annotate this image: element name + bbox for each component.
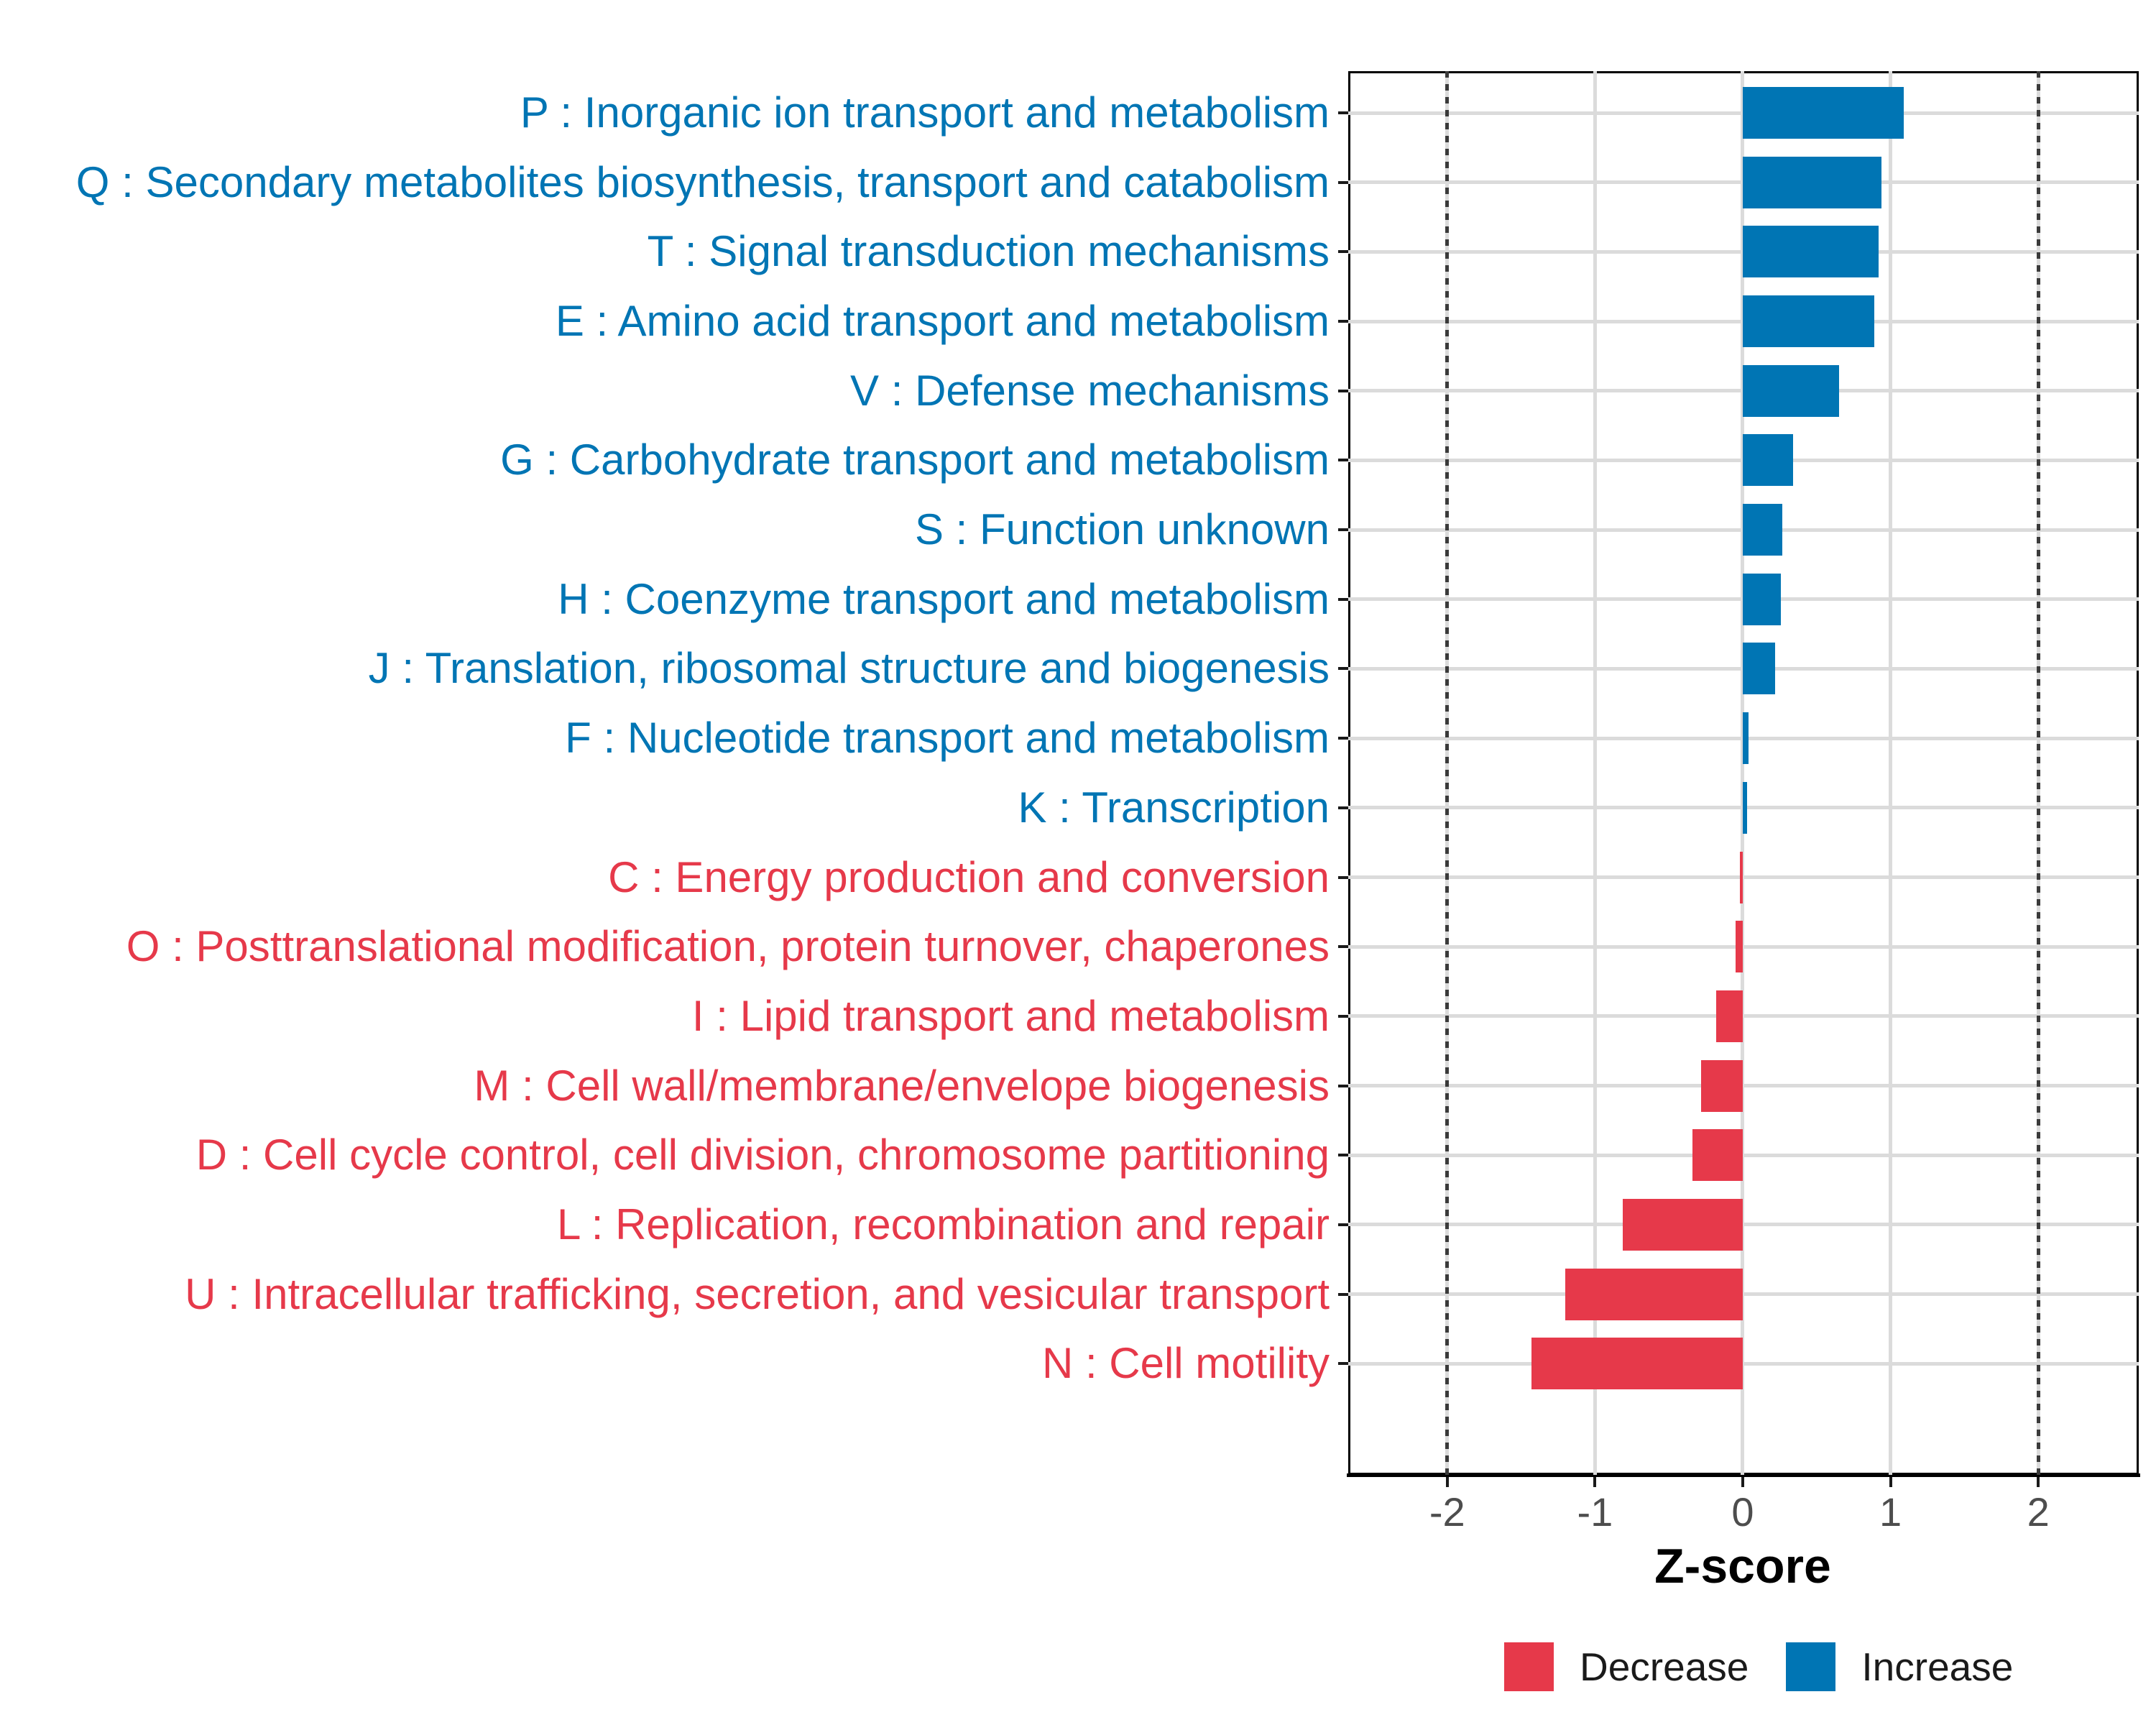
gridline-vertical [1889, 71, 1893, 1475]
category-label-Q: Q : Secondary metabolites biosynthesis, … [75, 157, 1330, 206]
y-tick-L [1338, 1223, 1348, 1226]
category-label-H: H : Coenzyme transport and metabolism [558, 574, 1330, 623]
y-tick-F [1338, 737, 1348, 740]
category-label-C: C : Energy production and conversion [608, 852, 1330, 901]
gridline-vertical [1593, 71, 1597, 1475]
bar-O [1735, 921, 1743, 973]
category-label-P: P : Inorganic ion transport and metaboli… [520, 88, 1330, 137]
category-label-S: S : Function unknown [914, 505, 1330, 554]
category-label-V: V : Defense mechanisms [850, 366, 1330, 415]
x-tick-label-2: 2 [2027, 1489, 2050, 1535]
y-tick-U [1338, 1292, 1348, 1296]
y-tick-E [1338, 320, 1348, 323]
bar-T [1742, 226, 1879, 278]
x-axis-line [1347, 1473, 2140, 1477]
y-tick-Q [1338, 180, 1348, 184]
bar-V [1742, 364, 1839, 417]
x-tick-label--1: -1 [1577, 1489, 1613, 1535]
y-tick-P [1338, 111, 1348, 114]
x-tick--2 [1445, 1477, 1449, 1487]
legend-label-decrease: Decrease [1580, 1644, 1749, 1689]
category-label-F: F : Nucleotide transport and metabolism [565, 714, 1330, 763]
category-label-U: U : Intracellular trafficking, secretion… [185, 1269, 1330, 1318]
x-axis-title: Z-score [1654, 1539, 1831, 1593]
bar-H [1742, 573, 1782, 625]
category-label-E: E : Amino acid transport and metabolism [555, 297, 1330, 346]
x-tick-2 [2037, 1477, 2040, 1487]
y-tick-M [1338, 1084, 1348, 1087]
category-label-O: O : Posttranslational modification, prot… [126, 922, 1330, 971]
bar-F [1742, 712, 1749, 765]
category-label-D: D : Cell cycle control, cell division, c… [195, 1131, 1330, 1179]
bar-N [1531, 1338, 1743, 1390]
y-tick-V [1338, 389, 1348, 392]
x-tick-label--2: -2 [1429, 1489, 1465, 1535]
gridline-vertical [1741, 71, 1745, 1475]
y-tick-D [1338, 1154, 1348, 1157]
y-tick-H [1338, 597, 1348, 601]
y-tick-T [1338, 250, 1348, 254]
bar-Q [1742, 156, 1882, 208]
bar-I [1715, 990, 1743, 1042]
bar-M [1701, 1059, 1743, 1112]
y-tick-N [1338, 1362, 1348, 1366]
bar-D [1692, 1129, 1743, 1182]
bar-C [1739, 851, 1743, 903]
bar-P [1742, 87, 1904, 139]
category-label-L: L : Replication, recombination and repai… [556, 1200, 1330, 1248]
category-label-K: K : Transcription [1018, 783, 1330, 832]
category-label-G: G : Carbohydrate transport and metabolis… [500, 436, 1330, 484]
x-tick-1 [1889, 1477, 1892, 1487]
bar-E [1742, 295, 1874, 348]
category-label-J: J : Translation, ribosomal structure and… [368, 644, 1330, 693]
bar-S [1742, 504, 1783, 556]
category-label-M: M : Cell wall/membrane/envelope biogenes… [474, 1061, 1330, 1110]
y-tick-J [1338, 667, 1348, 671]
x-tick-0 [1741, 1477, 1744, 1487]
legend-swatch-increase [1786, 1642, 1836, 1691]
bar-L [1623, 1198, 1743, 1251]
bar-G [1742, 434, 1793, 487]
legend: Decrease Increase [1504, 1642, 2013, 1691]
legend-label-increase: Increase [1861, 1644, 2014, 1689]
legend-swatch-decrease [1504, 1642, 1554, 1691]
category-label-N: N : Cell motility [1041, 1339, 1330, 1388]
y-tick-K [1338, 806, 1348, 809]
category-label-T: T : Signal transduction mechanisms [647, 227, 1330, 276]
bar-K [1742, 781, 1748, 834]
y-tick-G [1338, 459, 1348, 462]
y-tick-C [1338, 875, 1348, 879]
bar-J [1742, 643, 1776, 695]
reference-line-dotted [2036, 71, 2040, 1475]
x-tick-label-0: 0 [1731, 1489, 1754, 1535]
reference-line-dotted [1445, 71, 1450, 1475]
category-label-I: I : Lipid transport and metabolism [691, 991, 1330, 1040]
y-tick-O [1338, 945, 1348, 949]
y-tick-I [1338, 1014, 1348, 1018]
x-tick-label-1: 1 [1879, 1489, 1902, 1535]
y-tick-S [1338, 528, 1348, 532]
x-tick--1 [1593, 1477, 1597, 1487]
bar-U [1565, 1268, 1743, 1320]
